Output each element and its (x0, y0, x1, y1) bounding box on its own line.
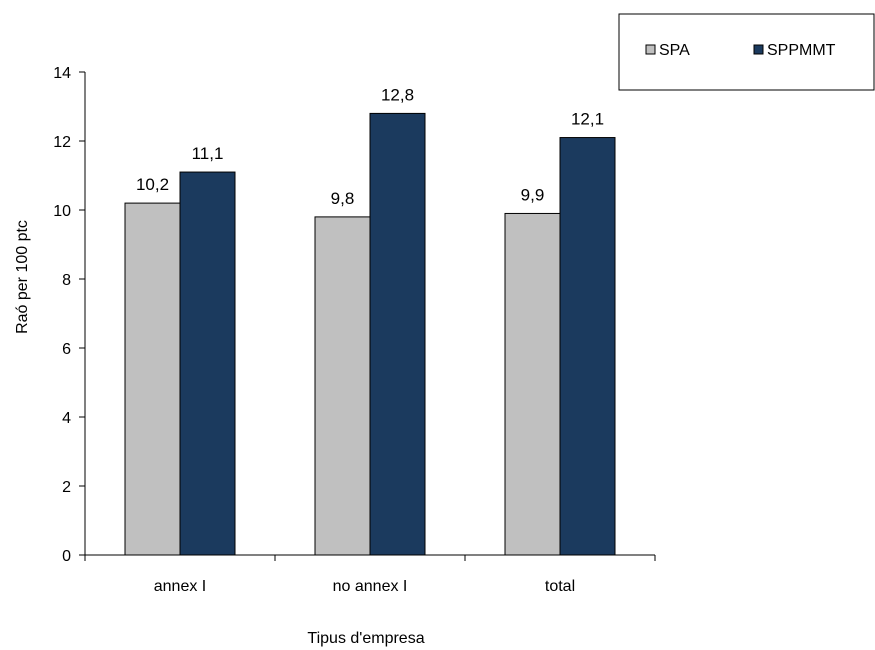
axes (84, 72, 656, 561)
y-tick-label: 8 (62, 272, 71, 289)
y-tick-label: 12 (53, 134, 71, 151)
y-tick-label: 10 (53, 203, 71, 220)
legend: SPA SPPMMT (618, 13, 875, 91)
y-tick-label: 4 (62, 410, 71, 427)
legend-label-spa: SPA (659, 42, 690, 59)
y-tick-label: 2 (62, 479, 71, 496)
bar-sppmmt (179, 171, 236, 556)
bar-spa (504, 212, 561, 556)
data-label: 9,8 (331, 189, 355, 208)
data-label: 11,1 (192, 144, 224, 163)
bar-sppmmt (559, 137, 616, 556)
y-axis-ticks: 0 2 4 6 8 10 12 14 (53, 65, 85, 565)
data-labels: 10,2 11,1 9,8 12,8 9,9 12,1 (136, 85, 604, 207)
bar-spa (124, 202, 181, 556)
data-label: 10,2 (136, 175, 169, 194)
legend-swatch-sppmmt (753, 44, 764, 55)
legend-box (618, 13, 875, 91)
bar-spa (314, 216, 371, 556)
data-label: 12,8 (381, 85, 414, 104)
y-tick-label: 14 (53, 65, 71, 82)
data-label: 9,9 (521, 185, 545, 204)
y-axis-title: Raó per 100 ptc (14, 220, 31, 334)
x-category-label: annex I (154, 578, 206, 595)
x-category-label: no annex I (333, 578, 408, 595)
data-label: 12,1 (571, 110, 604, 129)
bar-sppmmt (369, 112, 426, 556)
x-axis-title: Tipus d'empresa (307, 630, 424, 647)
x-axis-categories: annex I no annex I total (154, 578, 575, 595)
y-tick-label: 6 (62, 341, 71, 358)
legend-label-sppmmt: SPPMMT (767, 42, 836, 59)
legend-swatch-spa (645, 44, 656, 55)
x-category-label: total (545, 578, 575, 595)
bars (124, 112, 616, 556)
y-tick-label: 0 (62, 548, 71, 565)
